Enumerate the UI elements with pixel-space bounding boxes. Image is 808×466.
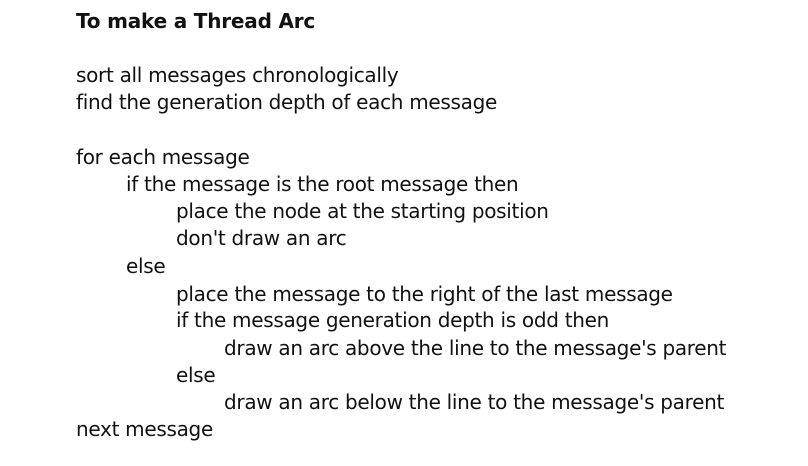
algorithm-line: next message <box>76 417 213 441</box>
algorithm-line: for each message <box>76 145 250 169</box>
algorithm-line: draw an arc below the line to the messag… <box>224 390 725 414</box>
algorithm-line: else <box>176 363 216 387</box>
algorithm-line: else <box>126 254 166 278</box>
algorithm-line: if the message generation depth is odd t… <box>176 308 609 332</box>
page-title: To make a Thread Arc <box>76 9 316 33</box>
algorithm-line: sort all messages chronologically <box>76 63 399 87</box>
algorithm-line: find the generation depth of each messag… <box>76 90 498 114</box>
algorithm-line: draw an arc above the line to the messag… <box>224 336 727 360</box>
algorithm-line: don't draw an arc <box>176 226 347 250</box>
algorithm-line: if the message is the root message then <box>126 172 519 196</box>
algorithm-line: place the message to the right of the la… <box>176 282 673 306</box>
algorithm-line: place the node at the starting position <box>176 199 549 223</box>
